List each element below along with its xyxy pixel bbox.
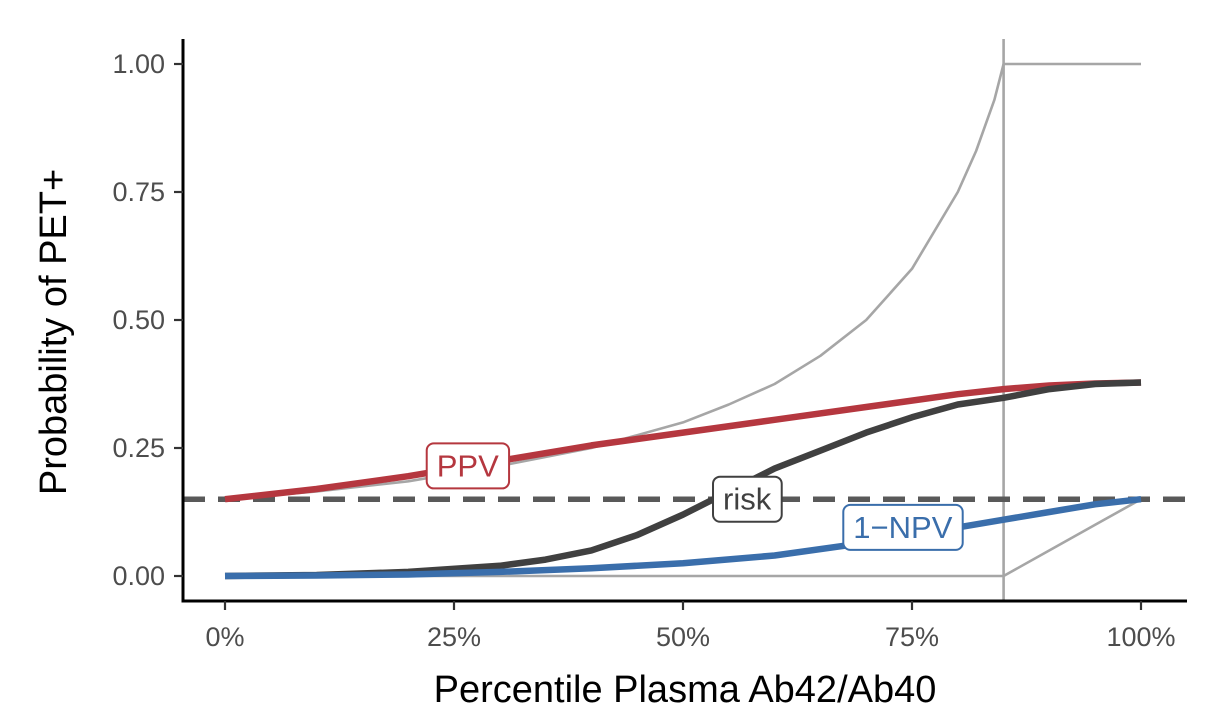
series-line-npv	[224, 495, 1142, 580]
y-tick-label: 1.00	[112, 49, 165, 79]
x-tick-label: 50%	[656, 622, 710, 652]
label-box-ppv	[425, 442, 511, 490]
x-tick-label: 25%	[427, 622, 481, 652]
label-box-risk	[712, 475, 783, 523]
label-layer: PPV risk 1−NPV	[425, 442, 964, 551]
label-text-npv: 1−NPV	[853, 510, 952, 545]
y-tick-label: 0.25	[112, 433, 165, 463]
series-line-ppv	[224, 379, 1142, 503]
y-tick-label: 0.50	[112, 305, 165, 335]
label-text-ppv: PPV	[437, 448, 499, 483]
x-axis-title: Percentile Plasma Ab42/Ab40	[434, 669, 937, 711]
y-axis-title: Probability of PET+	[33, 169, 75, 495]
label-npv: 1−NPV	[842, 503, 964, 551]
axes-layer: 0.00 0.25 0.50 0.75 1.00 0% 25% 50% 75% 100%	[112, 39, 1187, 652]
label-ppv: PPV	[425, 442, 511, 490]
x-tick-label: 75%	[885, 622, 939, 652]
x-tick-label: 100%	[1106, 622, 1175, 652]
x-tick-label: 0%	[205, 622, 244, 652]
label-risk: risk	[712, 475, 783, 523]
y-tick-label: 0.00	[112, 561, 165, 591]
y-tick-label: 0.75	[112, 177, 165, 207]
label-box-npv	[842, 503, 964, 551]
label-text-risk: risk	[723, 482, 772, 517]
